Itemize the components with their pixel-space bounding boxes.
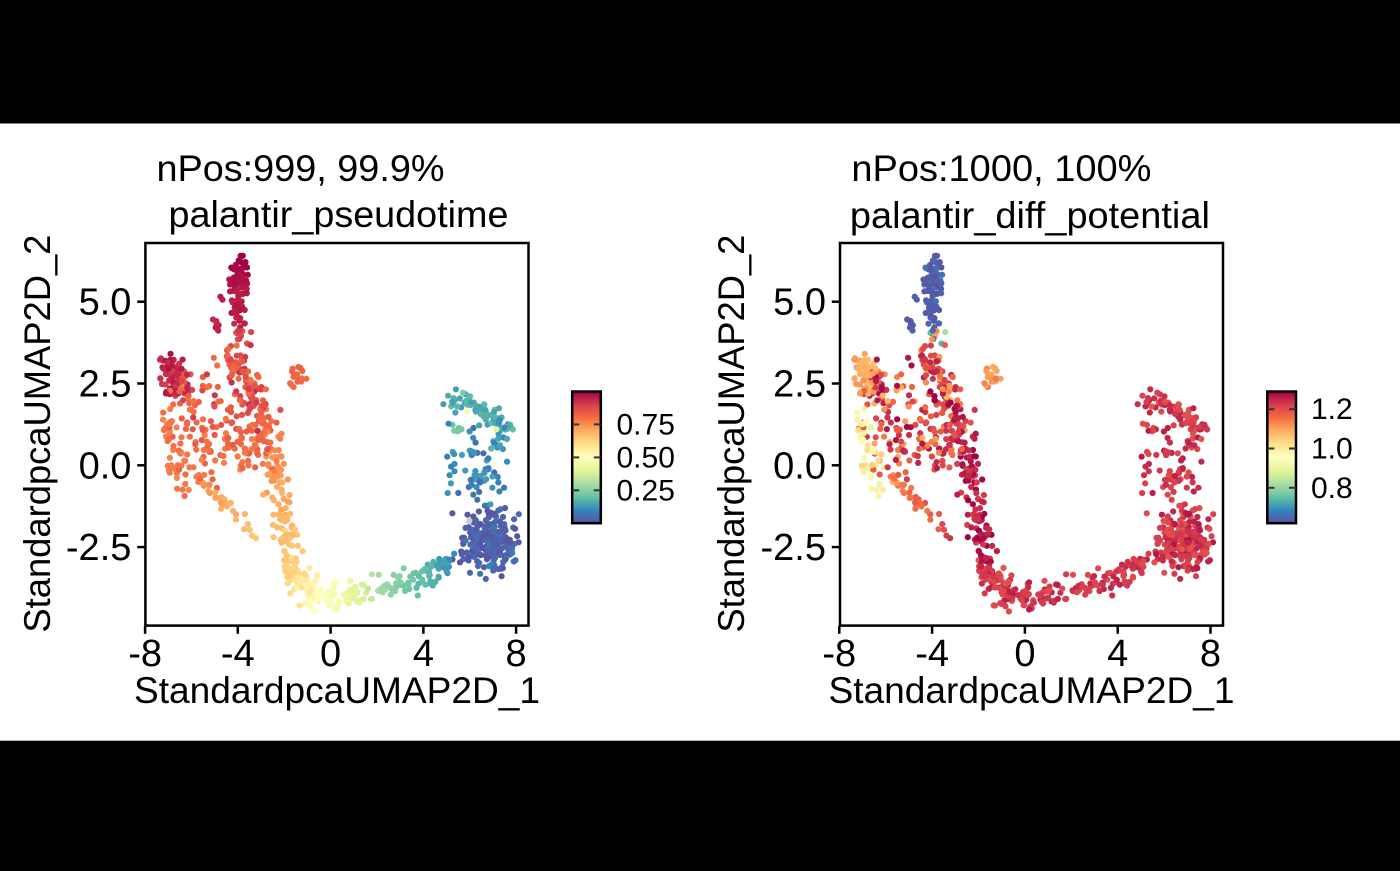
svg-text:2.5: 2.5: [773, 364, 826, 406]
svg-text:1.2: 1.2: [1311, 393, 1353, 426]
svg-text:StandardpcaUMAP2D_2: StandardpcaUMAP2D_2: [711, 235, 752, 633]
svg-text:StandardpcaUMAP2D_1: StandardpcaUMAP2D_1: [829, 670, 1235, 711]
svg-text:-4: -4: [221, 633, 255, 675]
svg-text:2.5: 2.5: [79, 364, 132, 406]
svg-text:5.0: 5.0: [773, 282, 826, 324]
svg-text:4: 4: [1107, 633, 1128, 675]
svg-text:-2.5: -2.5: [761, 527, 826, 569]
svg-text:0.0: 0.0: [773, 445, 826, 487]
svg-text:8: 8: [1200, 633, 1221, 675]
svg-text:5.0: 5.0: [79, 282, 132, 324]
svg-text:-4: -4: [915, 633, 949, 675]
svg-text:0: 0: [1014, 633, 1035, 675]
svg-text:palantir_diff_potential: palantir_diff_potential: [850, 195, 1210, 236]
svg-text:0.8: 0.8: [1311, 472, 1353, 505]
svg-text:0.0: 0.0: [79, 445, 132, 487]
svg-text:0.25: 0.25: [617, 474, 675, 507]
svg-text:-8: -8: [128, 633, 162, 675]
svg-text:0.75: 0.75: [617, 408, 675, 441]
svg-text:nPos:1000, 100%: nPos:1000, 100%: [851, 148, 1151, 189]
svg-text:0: 0: [320, 633, 341, 675]
svg-text:8: 8: [506, 633, 527, 675]
svg-text:palantir_pseudotime: palantir_pseudotime: [169, 194, 509, 235]
svg-text:1.0: 1.0: [1311, 433, 1353, 466]
svg-text:4: 4: [413, 633, 434, 675]
svg-text:StandardpcaUMAP2D_1: StandardpcaUMAP2D_1: [134, 670, 540, 711]
svg-text:StandardpcaUMAP2D_2: StandardpcaUMAP2D_2: [17, 235, 58, 633]
svg-text:0.50: 0.50: [617, 441, 675, 474]
svg-text:-8: -8: [822, 633, 856, 675]
svg-text:nPos:999, 99.9%: nPos:999, 99.9%: [157, 148, 445, 189]
svg-text:-2.5: -2.5: [66, 527, 131, 569]
